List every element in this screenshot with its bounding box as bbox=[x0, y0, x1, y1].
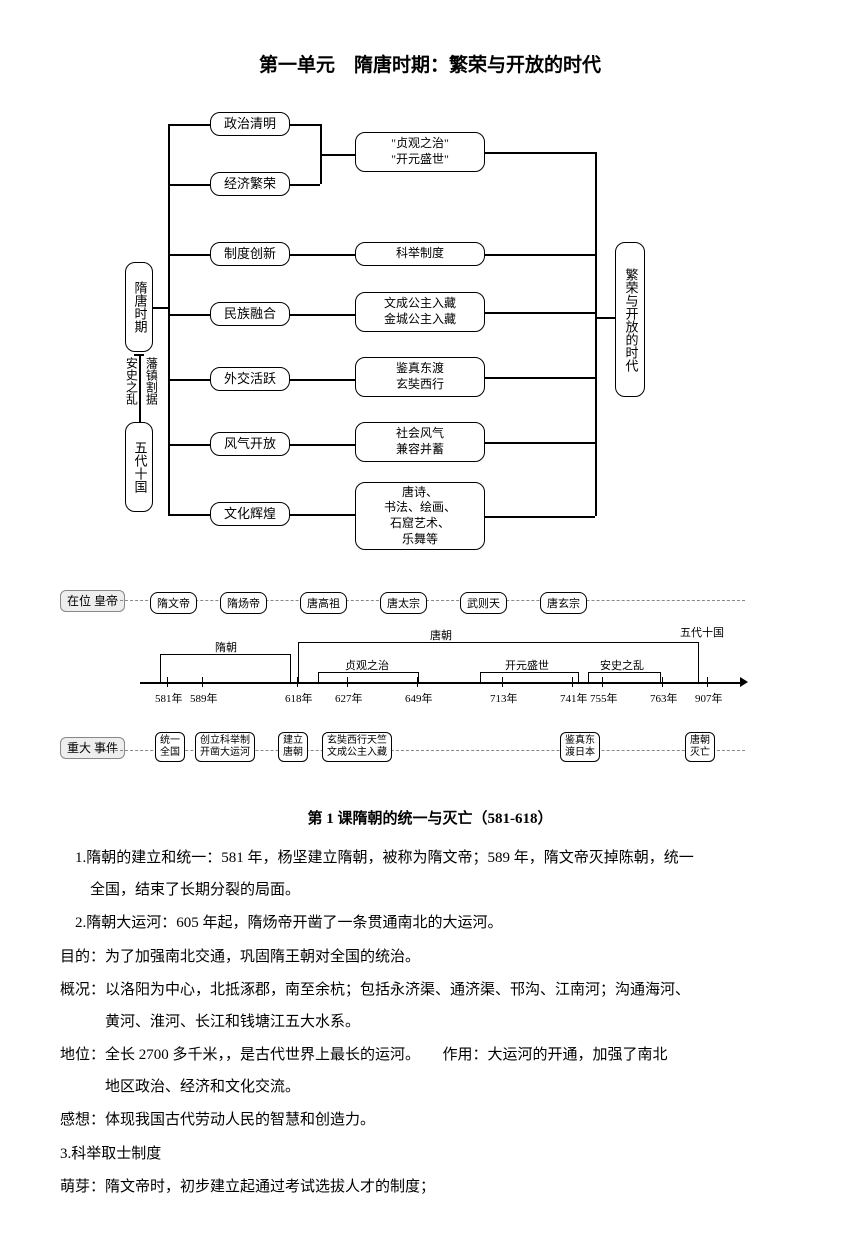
lesson-content: 1.隋朝的建立和统一：581 年，杨坚建立隋朝，被称为隋文帝；589 年，隋文帝… bbox=[60, 843, 800, 1204]
tl-right: 五代十国 bbox=[680, 624, 724, 640]
purpose: 目的：为了加强南北交通，巩固隋王朝对全国的统治。 bbox=[60, 942, 800, 974]
tl-label-event: 重大 事件 bbox=[60, 737, 125, 759]
thought: 感想：体现我国古代劳动人民的智慧和创造力。 bbox=[60, 1105, 800, 1137]
detail-node: 鉴真东渡 玄奘西行 bbox=[355, 357, 485, 397]
event-node: 创立科举制 开凿大运河 bbox=[195, 732, 255, 762]
dynasty-label: 唐朝 bbox=[430, 627, 452, 643]
category-node: 制度创新 bbox=[210, 242, 290, 266]
page-title: 第一单元 隋唐时期：繁荣与开放的时代 bbox=[60, 50, 800, 77]
period-label: 开元盛世 bbox=[505, 657, 549, 673]
position: 地位：全长 2700 多千米，，是古代世界上最长的运河。 作用：大运河的开通，加… bbox=[60, 1040, 800, 1103]
year-label: 741年 bbox=[560, 690, 588, 706]
year-label: 618年 bbox=[285, 690, 313, 706]
root-side-1: 安史之乱 bbox=[124, 357, 138, 405]
timeline-diagram: 在位 皇帝 重大 事件 隋文帝 隋炀帝 唐高祖 唐太宗 武则天 唐玄宗 581年 589年 6… bbox=[60, 582, 800, 782]
year-label: 763年 bbox=[650, 690, 678, 706]
detail-node: "贞观之治" "开元盛世" bbox=[355, 132, 485, 172]
year-label: 755年 bbox=[590, 690, 618, 706]
emperor-node: 隋炀帝 bbox=[220, 592, 267, 614]
detail-node: 社会风气 兼容并蓄 bbox=[355, 422, 485, 462]
period-label: 贞观之治 bbox=[345, 657, 389, 673]
emperor-node: 唐高祖 bbox=[300, 592, 347, 614]
category-node: 经济繁荣 bbox=[210, 172, 290, 196]
year-label: 907年 bbox=[695, 690, 723, 706]
detail-node: 文成公主入藏 金城公主入藏 bbox=[355, 292, 485, 332]
detail-node: 唐诗、 书法、绘画、 石窟艺术、 乐舞等 bbox=[355, 482, 485, 550]
item-2: 2.隋朝大运河：605 年起，隋炀帝开凿了一条贯通南北的大运河。 bbox=[60, 908, 800, 940]
item-3: 3.科举取士制度 bbox=[60, 1139, 800, 1171]
item-3a: 萌芽：隋文帝时，初步建立起通过考试选拔人才的制度； bbox=[60, 1172, 800, 1204]
year-label: 627年 bbox=[335, 690, 363, 706]
result-node: 繁荣与开放的时代 bbox=[615, 242, 645, 397]
year-label: 581年 bbox=[155, 690, 183, 706]
year-label: 713年 bbox=[490, 690, 518, 706]
root-node: 隋唐时期 bbox=[125, 262, 153, 352]
lesson-title: 第 1 课隋朝的统一与灭亡（581-618） bbox=[60, 807, 800, 828]
category-node: 民族融合 bbox=[210, 302, 290, 326]
emperor-node: 唐玄宗 bbox=[540, 592, 587, 614]
category-node: 风气开放 bbox=[210, 432, 290, 456]
period-label: 安史之乱 bbox=[600, 657, 644, 673]
event-node: 唐朝 灭亡 bbox=[685, 732, 715, 762]
root-bottom: 五代十国 bbox=[125, 422, 153, 512]
emperor-node: 唐太宗 bbox=[380, 592, 427, 614]
root-side-2: 藩镇割据 bbox=[144, 357, 158, 405]
overview: 概况：以洛阳为中心，北抵涿郡，南至余杭；包括永济渠、通济渠、邗沟、江南河；沟通海… bbox=[60, 975, 800, 1038]
year-label: 649年 bbox=[405, 690, 433, 706]
category-node: 政治清明 bbox=[210, 112, 290, 136]
year-label: 589年 bbox=[190, 690, 218, 706]
category-node: 外交活跃 bbox=[210, 367, 290, 391]
event-node: 建立 唐朝 bbox=[278, 732, 308, 762]
detail-node: 科举制度 bbox=[355, 242, 485, 266]
event-node: 统一 全国 bbox=[155, 732, 185, 762]
emperor-node: 隋文帝 bbox=[150, 592, 197, 614]
emperor-node: 武则天 bbox=[460, 592, 507, 614]
event-node: 鉴真东 渡日本 bbox=[560, 732, 600, 762]
concept-diagram: 隋唐时期 安史之乱 藩镇割据 五代十国 政治清明经济繁荣制度创新民族融合外交活跃… bbox=[120, 102, 740, 562]
dynasty-label: 隋朝 bbox=[215, 639, 237, 655]
tl-label-emperor: 在位 皇帝 bbox=[60, 590, 125, 612]
item-1: 1.隋朝的建立和统一：581 年，杨坚建立隋朝，被称为隋文帝；589 年，隋文帝… bbox=[60, 843, 800, 906]
category-node: 文化辉煌 bbox=[210, 502, 290, 526]
event-node: 玄奘西行天竺 文成公主入藏 bbox=[322, 732, 392, 762]
